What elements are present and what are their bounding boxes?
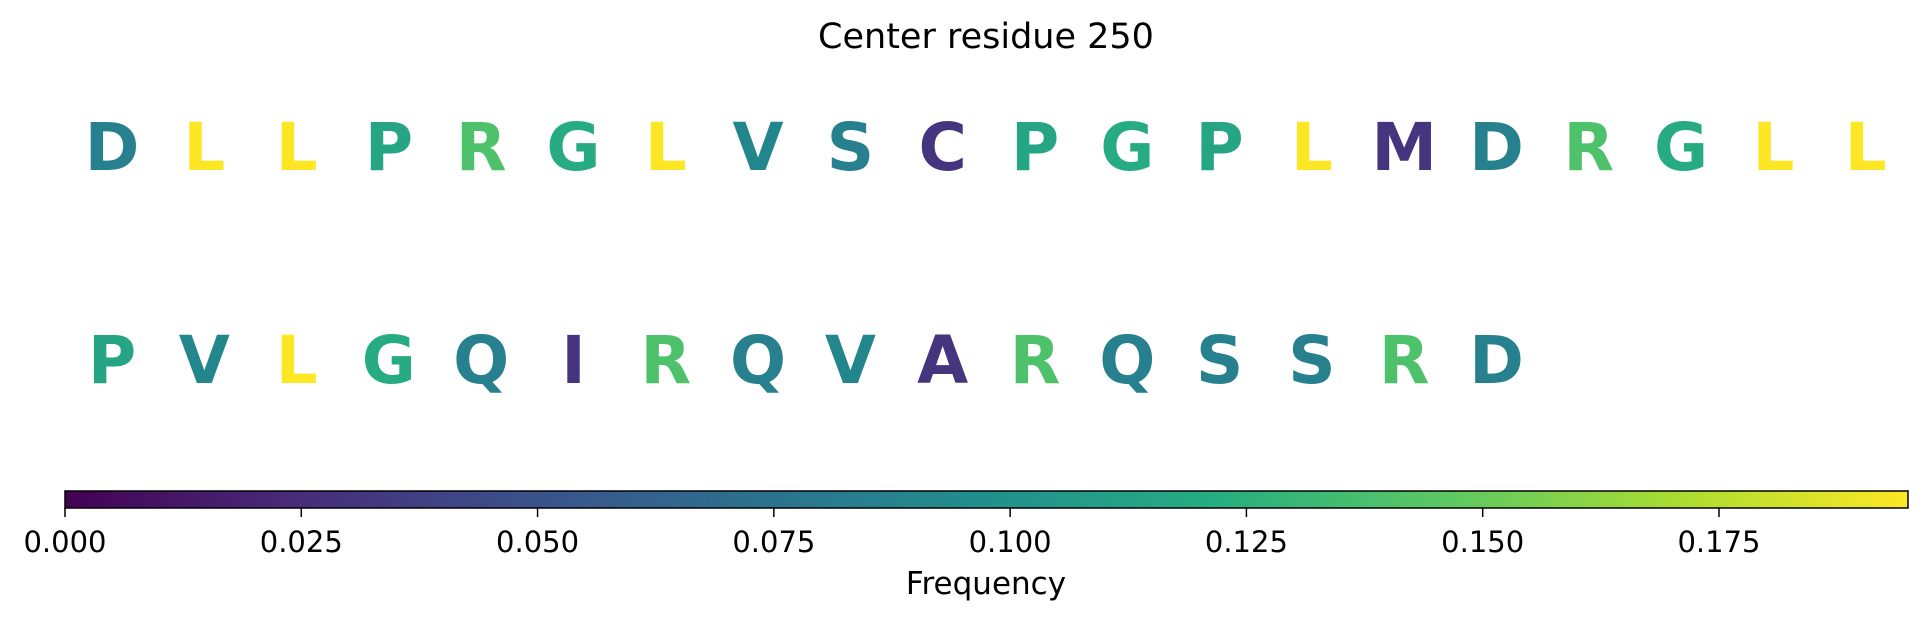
residue-letter: G <box>1100 109 1154 186</box>
residue-letter: L <box>183 109 225 186</box>
colorbar-gradient <box>64 490 1909 509</box>
residue-letter: S <box>1196 322 1244 399</box>
colorbar: 0.000 0.025 0.050 0.075 0.100 0.125 0.150 0.175… <box>23 490 1909 602</box>
residue-letter: M <box>1371 109 1437 186</box>
residue-letter: R <box>1379 322 1430 399</box>
residue-letter: G <box>1654 109 1708 186</box>
colorbar-tick-label: 0.150 <box>1441 525 1524 559</box>
colorbar-tick-label: 0.025 <box>260 525 343 559</box>
residue-letter: L <box>276 322 318 399</box>
residue-letter: I <box>561 322 586 399</box>
colorbar-ticks: 0.000 0.025 0.050 0.075 0.100 0.125 0.150 0.175 <box>23 508 1760 559</box>
residue-letter: C <box>918 109 966 186</box>
residue-letter: S <box>827 109 875 186</box>
colorbar-tick-label: 0.000 <box>23 525 106 559</box>
residue-letter: Q <box>1099 322 1155 399</box>
residue-letter: L <box>1291 109 1333 186</box>
residue-letter: V <box>179 322 230 399</box>
residue-letter: G <box>362 322 416 399</box>
residue-letter: G <box>546 109 600 186</box>
residue-letter: L <box>276 109 318 186</box>
residue-letter: R <box>456 109 507 186</box>
colorbar-label: Frequency <box>906 566 1066 602</box>
residue-letter: D <box>85 109 140 186</box>
residue-letter: V <box>733 109 784 186</box>
residue-letter: R <box>640 322 691 399</box>
residue-letter: V <box>825 322 876 399</box>
residue-letter: R <box>1563 109 1614 186</box>
residue-letter: D <box>1469 109 1524 186</box>
residue-letter: P <box>1195 109 1243 186</box>
residue-letter: R <box>1010 322 1061 399</box>
residue-letter: Q <box>730 322 786 399</box>
residue-letter: S <box>1288 322 1336 399</box>
residue-letter: L <box>1845 109 1887 186</box>
residue-letter: Q <box>453 322 509 399</box>
residue-letter: P <box>1011 109 1059 186</box>
residue-letter: P <box>365 109 413 186</box>
colorbar-tick-label: 0.100 <box>969 525 1052 559</box>
colorbar-tick-label: 0.050 <box>496 525 579 559</box>
residue-letters: D L L P R G L V S C P G P L M D R G L LP V L G Q I R Q V A R Q S S R D <box>85 109 1887 399</box>
colorbar-tick-label: 0.175 <box>1677 525 1760 559</box>
residue-letter: L <box>645 109 687 186</box>
colorbar-tick-label: 0.125 <box>1205 525 1288 559</box>
residue-letter: P <box>88 322 136 399</box>
residue-letter: A <box>917 322 968 399</box>
chart-title: Center residue 250 <box>818 17 1154 57</box>
residue-letter: L <box>1752 109 1794 186</box>
colorbar-tick-label: 0.075 <box>732 525 815 559</box>
residue-letter: D <box>1469 322 1524 399</box>
